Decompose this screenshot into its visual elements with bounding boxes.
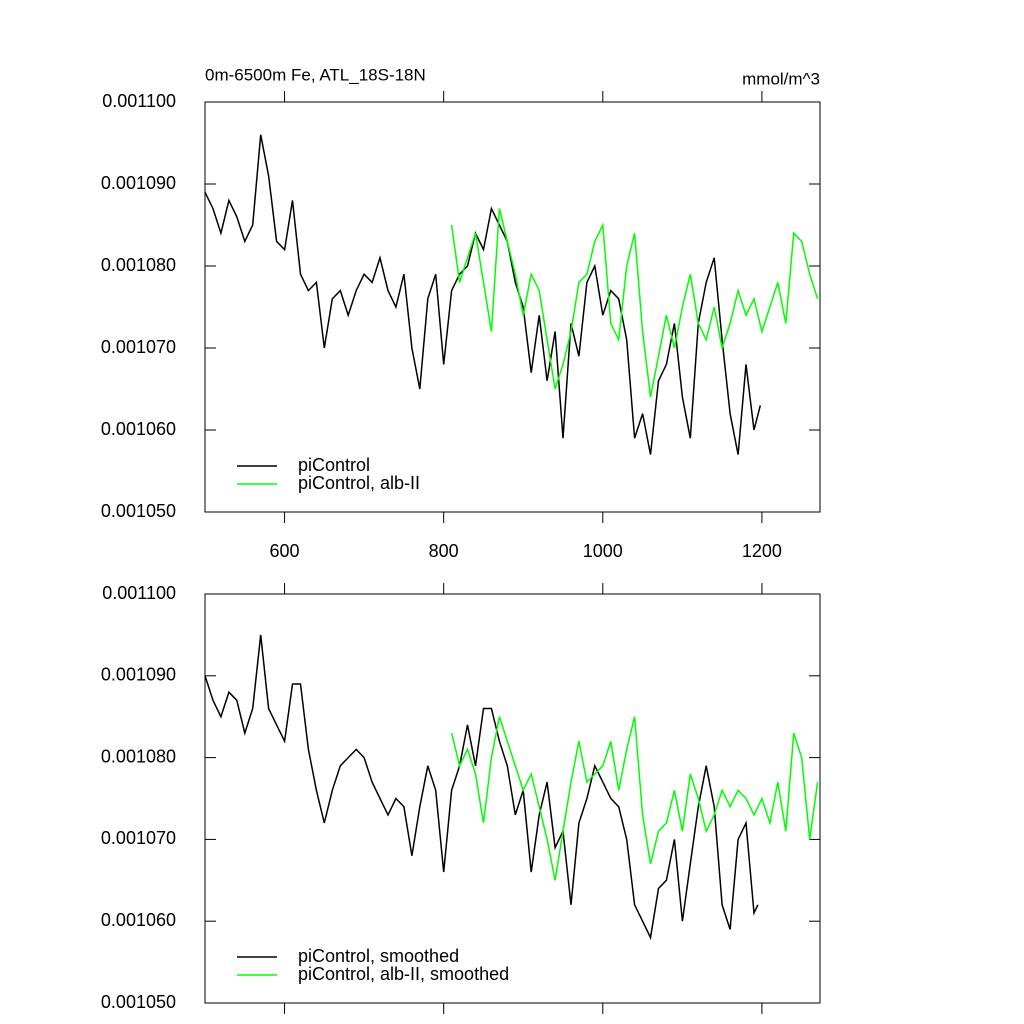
- x-tick-label: 1200: [742, 541, 782, 561]
- y-tick-label: 0.001070: [101, 337, 176, 357]
- legend-label: piControl: [298, 455, 370, 475]
- x-tick-label: 800: [429, 541, 459, 561]
- y-tick-label: 0.001100: [102, 91, 176, 111]
- legend-label: piControl, smoothed: [298, 946, 459, 966]
- x-tick-label: 1000: [583, 541, 623, 561]
- legend-label: piControl, alb-II: [298, 473, 420, 493]
- y-tick-label: 0.001080: [101, 746, 176, 766]
- y-tick-label: 0.001070: [101, 828, 176, 848]
- y-tick-label: 0.001060: [101, 419, 176, 439]
- plot-frame: [204, 593, 821, 1004]
- y-tick-label: 0.001080: [101, 255, 176, 275]
- y-tick-label: 0.001050: [101, 501, 176, 521]
- plot-frame: [204, 101, 821, 513]
- y-tick-label: 0.001090: [101, 173, 176, 193]
- y-tick-label: 0.001090: [101, 665, 176, 685]
- data-line: [450, 208, 819, 398]
- data-line: [204, 634, 759, 941]
- y-tick-label: 0.001060: [101, 910, 176, 930]
- y-tick-label: 0.001050: [101, 992, 176, 1012]
- units-label: mmol/m^3: [742, 69, 820, 88]
- data-line: [204, 134, 762, 455]
- chart-title: 0m-6500m Fe, ATL_18S-18N: [205, 65, 426, 84]
- y-tick-label: 0.001100: [102, 583, 176, 603]
- data-line: [450, 716, 819, 881]
- x-tick-label: 600: [270, 541, 300, 561]
- legend-label: piControl, alb-II, smoothed: [298, 964, 509, 984]
